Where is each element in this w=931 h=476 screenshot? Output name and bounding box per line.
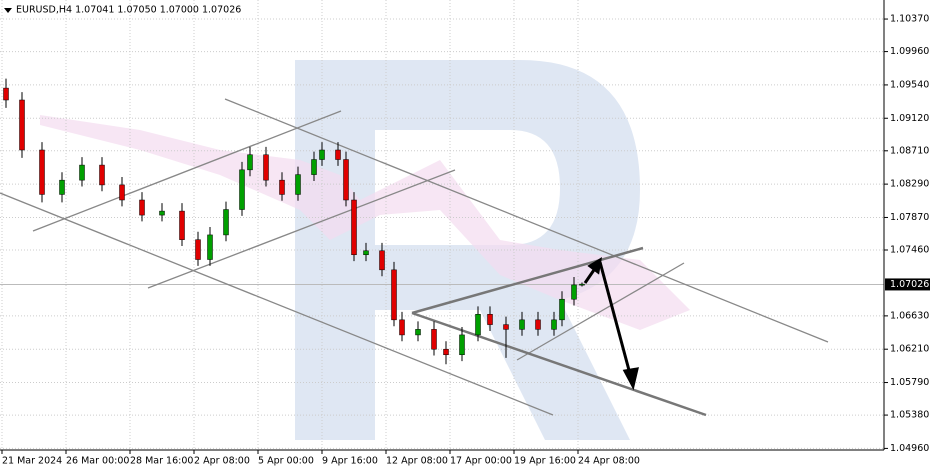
watermark bbox=[295, 60, 640, 440]
candle-body bbox=[503, 324, 509, 330]
x-tick-label: 5 Apr 00:00 bbox=[258, 456, 314, 467]
trend-line bbox=[0, 192, 554, 416]
y-tick-label: 1.05790 bbox=[890, 377, 929, 388]
trend-lines bbox=[0, 98, 829, 417]
candle-body bbox=[223, 209, 229, 236]
last-price-box bbox=[885, 278, 930, 291]
candle-body bbox=[207, 234, 213, 260]
x-tick-label: 24 Apr 08:00 bbox=[578, 456, 640, 467]
candle-body bbox=[579, 283, 585, 286]
x-tick-label: 28 Mar 16:00 bbox=[130, 456, 193, 467]
candle-body bbox=[363, 250, 369, 256]
x-tick-label: 17 Apr 00:00 bbox=[450, 456, 512, 467]
arrow-head bbox=[587, 257, 603, 275]
y-tick-label: 1.06210 bbox=[890, 344, 929, 355]
x-tick-label: 21 Mar 2024 bbox=[2, 456, 62, 467]
candle-body bbox=[391, 269, 397, 321]
candle-body bbox=[379, 250, 385, 271]
y-tick-label: 1.09960 bbox=[890, 46, 929, 57]
y-tick-label: 1.08290 bbox=[890, 179, 929, 190]
y-tick-label: 1.05380 bbox=[890, 410, 929, 421]
candle-body bbox=[475, 314, 481, 336]
y-tick-label: 1.07870 bbox=[890, 212, 929, 223]
candle-body bbox=[19, 99, 25, 151]
candle-body bbox=[119, 184, 125, 201]
candle-body bbox=[311, 159, 317, 175]
candle-body bbox=[551, 319, 557, 330]
candle-body bbox=[459, 334, 465, 356]
y-tick-label: 1.09120 bbox=[890, 113, 929, 124]
candles bbox=[3, 78, 585, 365]
candle-body bbox=[179, 210, 185, 240]
candle-body bbox=[319, 149, 325, 160]
candle-body bbox=[571, 284, 577, 300]
candle-body bbox=[159, 210, 165, 216]
candle-body bbox=[559, 298, 565, 321]
grid bbox=[0, 0, 884, 450]
x-tick-label: 19 Apr 16:00 bbox=[514, 456, 576, 467]
candle-body bbox=[39, 149, 45, 195]
y-tick-label: 1.09540 bbox=[890, 79, 929, 90]
arrows bbox=[583, 257, 639, 391]
x-tick-label: 9 Apr 16:00 bbox=[322, 456, 378, 467]
trend-line bbox=[147, 169, 456, 289]
candle-body bbox=[415, 329, 421, 336]
candle-body bbox=[263, 154, 269, 181]
candle-body bbox=[279, 179, 285, 195]
trend-line bbox=[224, 98, 829, 343]
candle-body bbox=[487, 314, 493, 325]
candle-body bbox=[59, 179, 65, 195]
candle-body bbox=[195, 239, 201, 260]
candle-body bbox=[99, 164, 105, 186]
x-tick-label: 12 Apr 08:00 bbox=[386, 456, 448, 467]
candle-body bbox=[335, 149, 341, 160]
candle-body bbox=[535, 319, 541, 330]
candle-body bbox=[3, 87, 9, 101]
wedge-line bbox=[411, 246, 644, 315]
candle-body bbox=[351, 199, 357, 256]
candle-body bbox=[431, 329, 437, 350]
candle-body bbox=[79, 164, 85, 181]
ichimoku-cloud bbox=[40, 115, 690, 330]
y-tick-label: 1.10370 bbox=[890, 14, 929, 25]
candle-body bbox=[295, 174, 301, 195]
candle-body bbox=[239, 169, 245, 210]
x-tick-label: 26 Mar 00:00 bbox=[66, 456, 129, 467]
candle-body bbox=[399, 319, 405, 336]
y-tick-label: 1.08710 bbox=[890, 145, 929, 156]
arrow-head bbox=[622, 367, 639, 391]
x-tick-label: 2 Apr 08:00 bbox=[194, 456, 250, 467]
candle-body bbox=[247, 154, 253, 171]
trend-line bbox=[516, 262, 685, 361]
y-tick-label: 1.04960 bbox=[890, 443, 929, 454]
chart-title: EURUSD,H4 1.07041 1.07050 1.07000 1.0702… bbox=[16, 5, 241, 16]
last-price-label: 1.07026 bbox=[890, 279, 929, 290]
wedge-line bbox=[411, 311, 707, 417]
candle-body bbox=[519, 319, 525, 330]
trend-line bbox=[32, 110, 342, 232]
candle-body bbox=[443, 348, 449, 356]
candle-body bbox=[343, 159, 349, 201]
watermark-r bbox=[295, 60, 640, 440]
candle-body bbox=[139, 199, 145, 216]
y-tick-label: 1.07460 bbox=[890, 245, 929, 256]
y-tick-label: 1.06630 bbox=[890, 310, 929, 321]
arrow bbox=[598, 261, 632, 375]
menu-icon bbox=[4, 8, 12, 13]
